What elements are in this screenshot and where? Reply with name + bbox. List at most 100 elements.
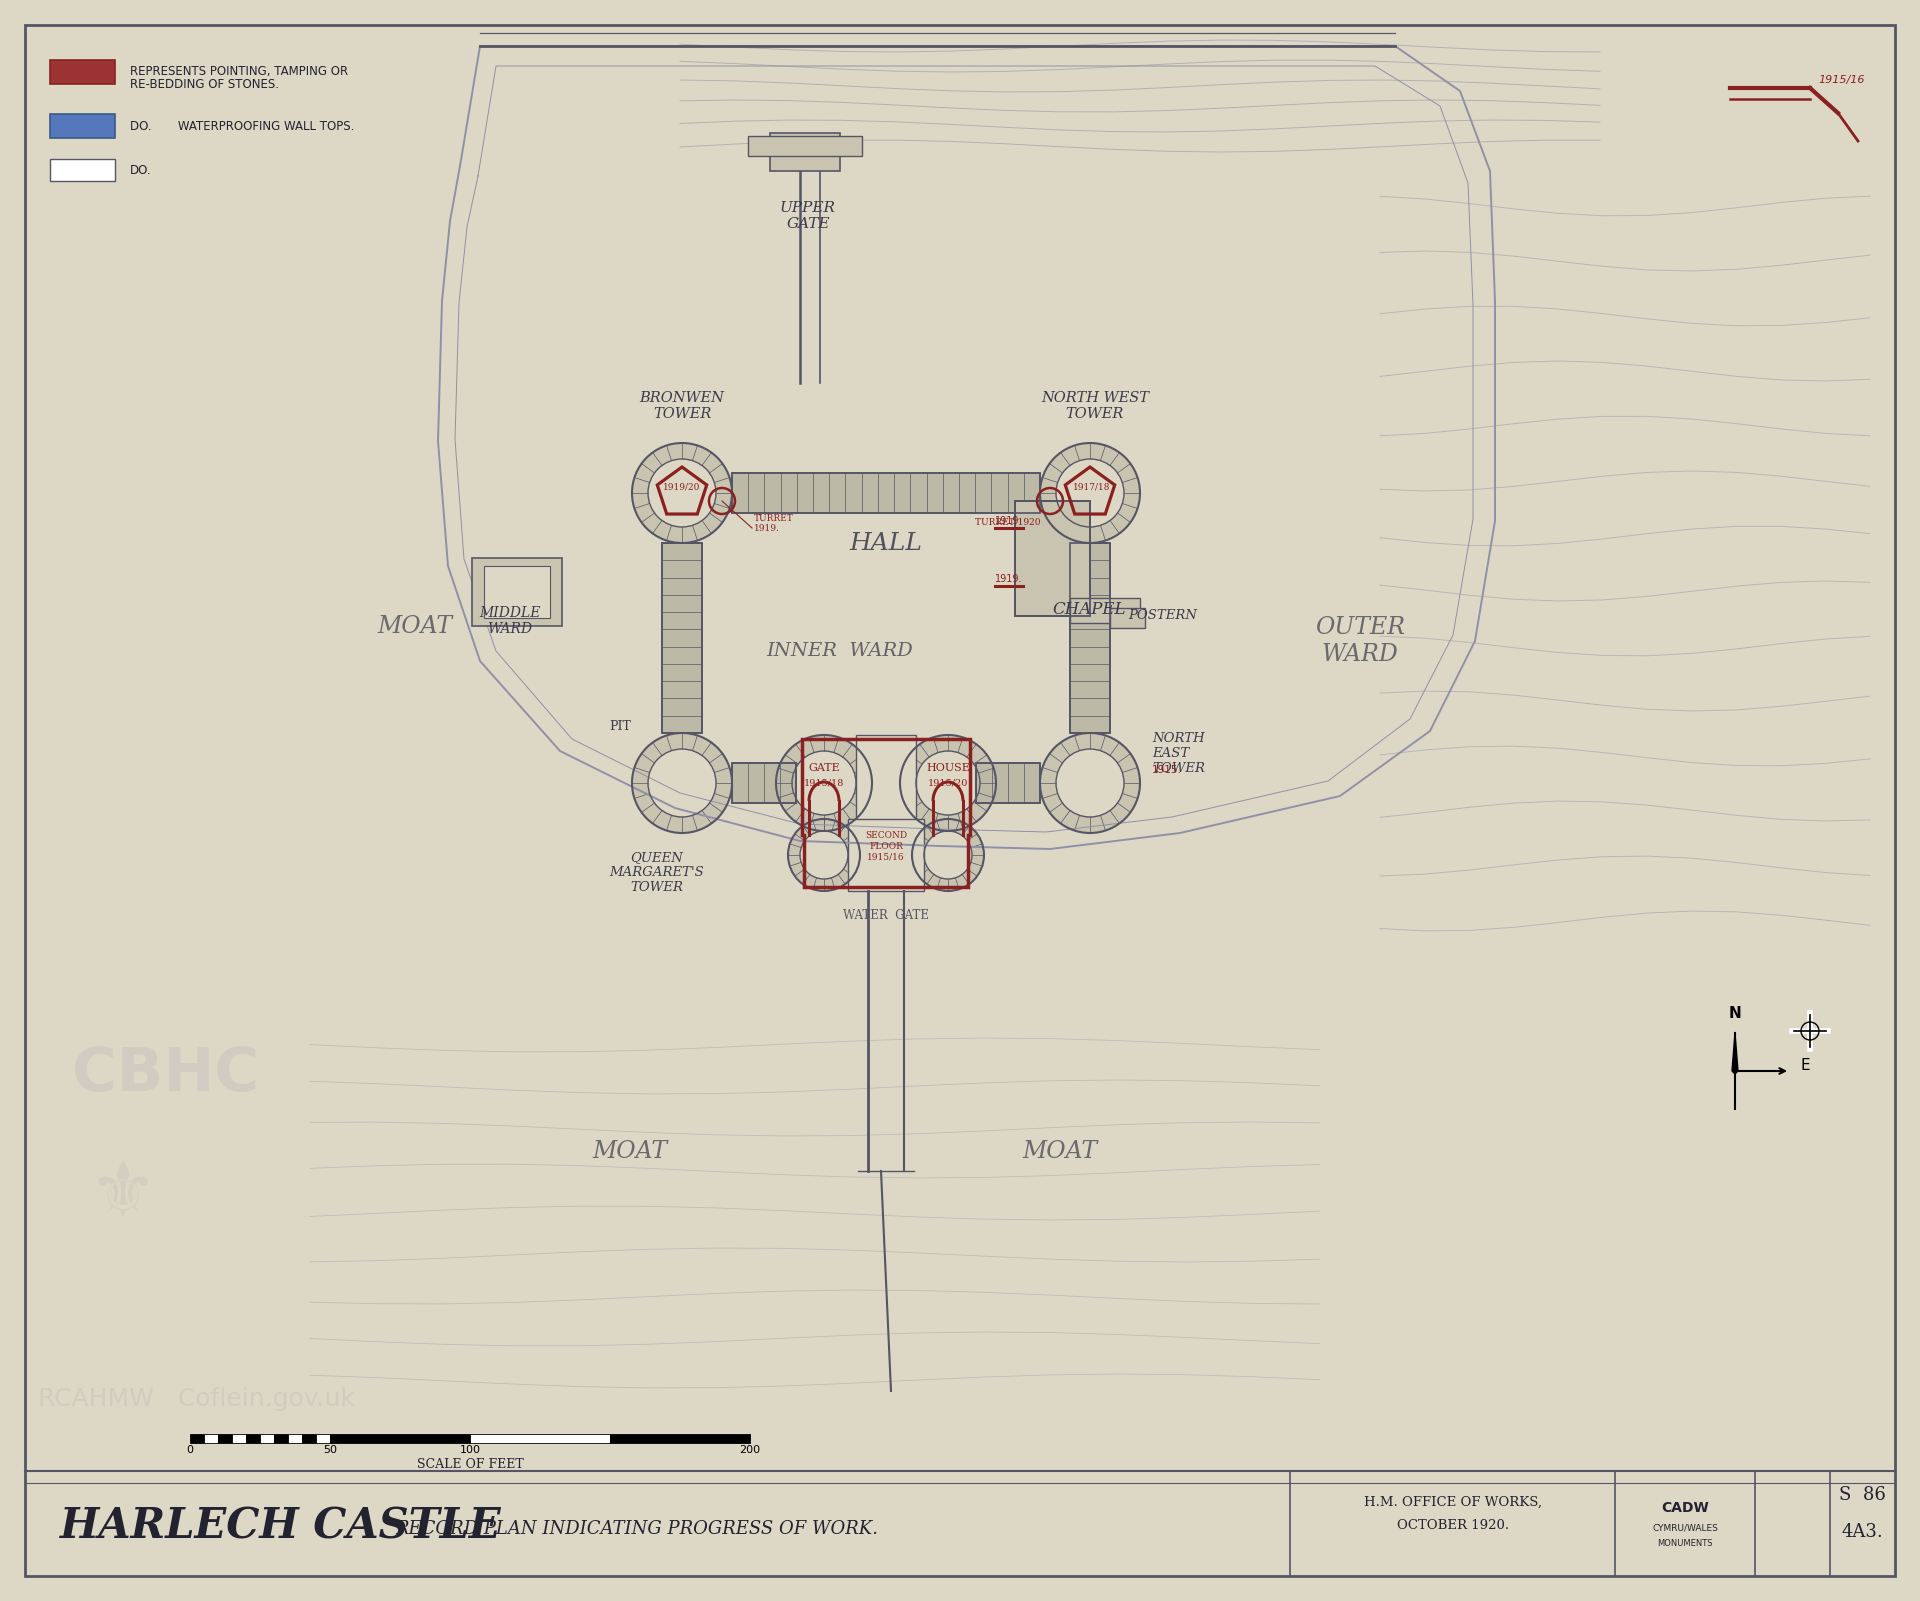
Circle shape — [632, 733, 732, 833]
Text: CYMRU/WALES: CYMRU/WALES — [1651, 1523, 1718, 1532]
Text: RECORD PLAN INDICATING PROGRESS OF WORK.: RECORD PLAN INDICATING PROGRESS OF WORK. — [396, 1519, 877, 1539]
Bar — [204, 1434, 219, 1443]
Bar — [470, 1434, 611, 1443]
Circle shape — [900, 735, 996, 831]
Circle shape — [649, 459, 716, 527]
Bar — [849, 820, 924, 892]
Text: SCALE OF FEET: SCALE OF FEET — [417, 1459, 524, 1471]
Text: MOAT: MOAT — [1023, 1140, 1098, 1162]
Bar — [246, 1434, 259, 1443]
Bar — [232, 1434, 246, 1443]
Polygon shape — [732, 472, 1041, 512]
Text: NORTH WEST
TOWER: NORTH WEST TOWER — [1041, 391, 1148, 421]
Text: WATER  GATE: WATER GATE — [843, 909, 929, 922]
Circle shape — [1056, 459, 1123, 527]
Text: 1915/16: 1915/16 — [1818, 75, 1864, 85]
Circle shape — [1041, 733, 1140, 833]
Text: NORTH
EAST
TOWER: NORTH EAST TOWER — [1152, 732, 1206, 775]
Bar — [1016, 501, 1091, 616]
Polygon shape — [975, 764, 1041, 804]
Text: REPRESENTS POINTING, TAMPING OR: REPRESENTS POINTING, TAMPING OR — [131, 64, 348, 77]
Circle shape — [916, 751, 979, 815]
Bar — [1069, 599, 1140, 623]
Text: 4A3.: 4A3. — [1841, 1523, 1884, 1542]
Text: OCTOBER 1920.: OCTOBER 1920. — [1398, 1519, 1509, 1532]
Text: S  86: S 86 — [1839, 1486, 1885, 1503]
Text: QUEEN
MARGARET'S
TOWER: QUEEN MARGARET'S TOWER — [611, 852, 705, 893]
Polygon shape — [1732, 1033, 1738, 1074]
Bar — [856, 735, 916, 831]
Text: DO.: DO. — [131, 163, 152, 176]
Text: MOAT: MOAT — [378, 615, 453, 637]
Text: CADW: CADW — [1661, 1502, 1709, 1515]
Text: H.M. OFFICE OF WORKS,: H.M. OFFICE OF WORKS, — [1363, 1495, 1542, 1510]
Bar — [1016, 501, 1091, 616]
Circle shape — [801, 831, 849, 879]
Bar — [50, 59, 115, 83]
Bar — [472, 559, 563, 626]
Text: INNER  WARD: INNER WARD — [766, 642, 914, 660]
Circle shape — [776, 735, 872, 831]
Circle shape — [649, 749, 716, 817]
Bar — [259, 1434, 275, 1443]
Bar — [190, 1434, 204, 1443]
Bar — [50, 114, 115, 138]
Text: MONUMENTS: MONUMENTS — [1657, 1539, 1713, 1548]
Text: 1915.: 1915. — [1152, 765, 1183, 775]
Circle shape — [1056, 749, 1123, 817]
Text: CHAPEL: CHAPEL — [1052, 600, 1125, 618]
Text: E: E — [1801, 1058, 1811, 1073]
Circle shape — [1041, 443, 1140, 543]
Bar — [301, 1434, 317, 1443]
Bar — [219, 1434, 232, 1443]
Bar — [770, 133, 841, 171]
Text: OUTER
WARD: OUTER WARD — [1315, 616, 1405, 666]
Text: UPPER
GATE: UPPER GATE — [780, 200, 835, 231]
Text: BRONWEN
TOWER: BRONWEN TOWER — [639, 391, 724, 421]
Circle shape — [791, 751, 856, 815]
Text: HALL: HALL — [849, 532, 922, 554]
Text: HOUSE: HOUSE — [925, 764, 970, 773]
Polygon shape — [662, 543, 703, 733]
Circle shape — [632, 443, 732, 543]
Bar — [749, 136, 862, 155]
Text: ⚜: ⚜ — [88, 1158, 157, 1233]
Bar — [1110, 608, 1144, 628]
Bar — [317, 1434, 330, 1443]
Text: CBHC: CBHC — [73, 1045, 259, 1105]
Text: PIT: PIT — [609, 719, 632, 733]
Text: 1919: 1919 — [995, 516, 1020, 527]
Polygon shape — [1069, 543, 1110, 733]
Circle shape — [787, 820, 860, 892]
Text: DO.       WATERPROOFING WALL TOPS.: DO. WATERPROOFING WALL TOPS. — [131, 120, 355, 133]
Text: 1915/20: 1915/20 — [927, 778, 968, 788]
Text: HARLECH CASTLE: HARLECH CASTLE — [60, 1505, 501, 1547]
Text: TURRET
1919.: TURRET 1919. — [755, 514, 793, 533]
Bar — [330, 1434, 470, 1443]
Text: 0: 0 — [186, 1446, 194, 1455]
Bar — [288, 1434, 301, 1443]
Text: RE-BEDDING OF STONES.: RE-BEDDING OF STONES. — [131, 77, 278, 91]
Circle shape — [924, 831, 972, 879]
Bar — [50, 158, 115, 181]
Text: 100: 100 — [459, 1446, 480, 1455]
Text: 1919.: 1919. — [995, 575, 1023, 584]
Polygon shape — [732, 764, 797, 804]
Bar — [275, 1434, 288, 1443]
Text: MIDDLE
WARD: MIDDLE WARD — [480, 605, 541, 636]
Text: GATE: GATE — [808, 764, 839, 773]
Circle shape — [912, 820, 983, 892]
Text: 200: 200 — [739, 1446, 760, 1455]
Text: SECOND
FLOOR
1915/16: SECOND FLOOR 1915/16 — [864, 831, 906, 861]
Text: POSTERN: POSTERN — [1129, 608, 1196, 621]
Text: TURRET 1920: TURRET 1920 — [975, 519, 1041, 527]
Text: MOAT: MOAT — [593, 1140, 668, 1162]
Text: 50: 50 — [323, 1446, 338, 1455]
Text: 1915/18: 1915/18 — [804, 778, 845, 788]
Text: 1917/18: 1917/18 — [1073, 482, 1112, 492]
Bar — [484, 567, 549, 618]
Text: N: N — [1728, 1005, 1741, 1021]
Text: RCAHMW   Coflein.gov.uk: RCAHMW Coflein.gov.uk — [38, 1386, 355, 1410]
Bar — [611, 1434, 751, 1443]
Text: 1919/20: 1919/20 — [662, 482, 701, 492]
